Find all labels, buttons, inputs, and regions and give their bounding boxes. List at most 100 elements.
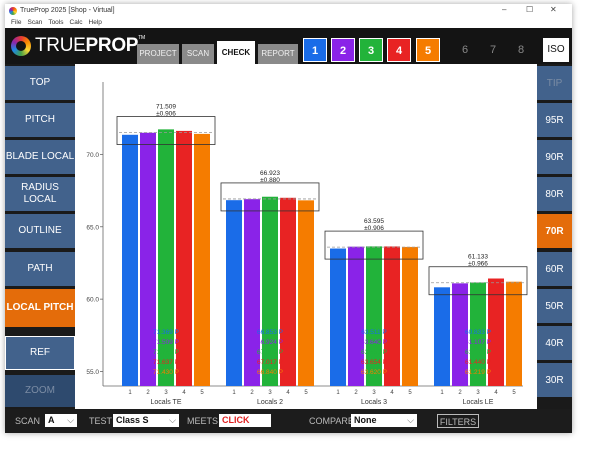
menu-file[interactable]: File bbox=[11, 19, 22, 26]
radius-60r-button[interactable]: 60R bbox=[537, 252, 572, 286]
bar-value-label: 71.430 P bbox=[153, 369, 179, 376]
radius-70r-button[interactable]: 70R bbox=[537, 214, 572, 248]
tolerance-box bbox=[324, 230, 424, 260]
radius-tip-button[interactable]: TIP bbox=[537, 66, 572, 100]
chart-bar bbox=[122, 134, 138, 386]
chart-bar bbox=[470, 282, 486, 386]
meets-field[interactable]: CLICK bbox=[219, 414, 271, 427]
tab-project[interactable]: PROJECT bbox=[137, 44, 179, 64]
bar-value-label: 63.659 P bbox=[361, 349, 387, 356]
sidebar-item-outline[interactable]: OUTLINE bbox=[5, 214, 75, 248]
iso-button[interactable]: ISO bbox=[543, 38, 569, 62]
blade-4-button[interactable]: 4 bbox=[387, 38, 411, 62]
chart-bar bbox=[140, 132, 156, 386]
blade-number-label: 4 bbox=[494, 390, 498, 396]
chart-bar bbox=[176, 130, 192, 386]
blade-6-button[interactable]: 6 bbox=[461, 44, 469, 56]
chevron-down-icon: ⌵ bbox=[67, 415, 74, 425]
group-tolerance-label: ±0.880 bbox=[260, 177, 280, 184]
radius-95r-button[interactable]: 95R bbox=[537, 103, 572, 137]
blade-number-label: 4 bbox=[182, 390, 186, 396]
sidebar-item-radius-local[interactable]: RADIUS LOCAL bbox=[5, 177, 75, 211]
radius-50r-button[interactable]: 50R bbox=[537, 289, 572, 323]
blade-8-button[interactable]: 8 bbox=[517, 44, 525, 56]
blade-5-button[interactable]: 5 bbox=[416, 38, 440, 62]
menu-tools[interactable]: Tools bbox=[48, 19, 64, 26]
compare-select-value: None bbox=[354, 415, 377, 425]
blade-1-button[interactable]: 1 bbox=[303, 38, 327, 62]
bar-value-label: 61.171 P bbox=[465, 349, 491, 356]
zoom-button[interactable]: ZOOM bbox=[5, 375, 75, 407]
ref-button[interactable]: REF bbox=[5, 336, 75, 370]
maximize-button[interactable]: ☐ bbox=[526, 5, 534, 14]
window-title: TrueProp 2025 [Shop - Virtual] bbox=[20, 7, 115, 14]
radius-80r-button[interactable]: 80R bbox=[537, 177, 572, 211]
test-label: TEST bbox=[89, 416, 113, 426]
bar-value-label: 61.440 P bbox=[465, 359, 491, 366]
title-bar: TrueProp 2025 [Shop - Virtual] – ☐ ✕ bbox=[5, 4, 572, 18]
blade-number-label: 3 bbox=[268, 390, 272, 396]
tolerance-box bbox=[220, 182, 320, 212]
filters-button[interactable]: FILTERS bbox=[437, 414, 479, 428]
app-icon bbox=[9, 7, 17, 15]
bar-value-label: 63.654 P bbox=[361, 359, 387, 366]
bar-value-label: 67.017 P bbox=[257, 359, 283, 366]
bar-value-label: 66.840 P bbox=[257, 369, 283, 376]
bottom-toolbar: SCAN A ⌵ TEST Class S ⌵ MEETS CLICK COMPAR… bbox=[5, 409, 572, 433]
blade-number-label: 3 bbox=[372, 390, 376, 396]
blade-number-label: 1 bbox=[128, 390, 132, 396]
chevron-down-icon: ⌵ bbox=[169, 415, 176, 425]
bar-value-label: 71.509 P bbox=[153, 339, 179, 346]
blade-number-label: 1 bbox=[336, 390, 340, 396]
y-tick-label: 60.0 bbox=[86, 297, 99, 304]
compare-select[interactable]: None ⌵ bbox=[351, 414, 417, 427]
group-tolerance-label: ±0.906 bbox=[156, 111, 176, 118]
tab-scan[interactable]: SCAN bbox=[182, 44, 214, 64]
app-logo: TRUEPROPTM bbox=[35, 35, 145, 57]
bar-value-label: 63.620 P bbox=[361, 369, 387, 376]
scan-select[interactable]: A ⌵ bbox=[45, 414, 77, 427]
logo-text-bold: PROP bbox=[85, 35, 139, 56]
chart-bar bbox=[348, 246, 364, 386]
sidebar-item-blade-local[interactable]: BLADE LOCAL bbox=[5, 140, 75, 174]
menu-help[interactable]: Help bbox=[88, 19, 102, 26]
blade-7-button[interactable]: 7 bbox=[489, 44, 497, 56]
left-sidebar: TOP PITCH BLADE LOCAL RADIUS LOCAL OUTLI… bbox=[5, 64, 75, 409]
blade-number-label: 1 bbox=[440, 390, 444, 396]
close-button[interactable]: ✕ bbox=[550, 5, 557, 14]
y-tick-label: 65.0 bbox=[86, 224, 99, 231]
bar-value-label: 61.219 P bbox=[465, 369, 491, 376]
sidebar-item-pitch[interactable]: PITCH bbox=[5, 103, 75, 137]
menu-calc[interactable]: Calc bbox=[69, 19, 83, 26]
blade-3-button[interactable]: 3 bbox=[359, 38, 383, 62]
sidebar-item-top[interactable]: TOP bbox=[5, 66, 75, 100]
sidebar-item-local-pitch[interactable]: LOCAL PITCH bbox=[5, 289, 75, 327]
y-tick-label: 70.0 bbox=[86, 152, 99, 159]
radius-30r-button[interactable]: 30R bbox=[537, 363, 572, 397]
menu-scan[interactable]: Scan bbox=[27, 19, 43, 26]
group-name-label: Locals 2 bbox=[257, 399, 283, 406]
right-sidebar: TIP 95R 90R 80R 70R 60R 50R 40R 30R bbox=[537, 64, 572, 409]
app-window: TrueProp 2025 [Shop - Virtual] – ☐ ✕ Fil… bbox=[5, 4, 572, 433]
blade-number-label: 3 bbox=[476, 390, 480, 396]
logo-text-light: TRUE bbox=[35, 35, 86, 56]
group-name-label: Locals 3 bbox=[361, 399, 387, 406]
chart-bar bbox=[488, 278, 504, 386]
radius-40r-button[interactable]: 40R bbox=[537, 326, 572, 360]
tab-report[interactable]: REPORT bbox=[258, 44, 298, 64]
blade-number-label: 2 bbox=[250, 390, 254, 396]
blade-number-label: 3 bbox=[164, 390, 168, 396]
menu-bar: File Scan Tools Calc Help bbox=[5, 18, 572, 28]
test-select[interactable]: Class S ⌵ bbox=[113, 414, 179, 427]
tab-check[interactable]: CHECK bbox=[217, 41, 255, 64]
compare-label: COMPARE bbox=[309, 416, 354, 426]
bar-value-label: 66.924 P bbox=[257, 339, 283, 346]
chart-bar bbox=[262, 196, 278, 386]
sidebar-item-path[interactable]: PATH bbox=[5, 252, 75, 286]
minimize-button[interactable]: – bbox=[502, 5, 507, 14]
group-tolerance-label: ±0.966 bbox=[468, 261, 488, 268]
blade-2-button[interactable]: 2 bbox=[331, 38, 355, 62]
meets-label: MEETS bbox=[187, 416, 219, 426]
radius-90r-button[interactable]: 90R bbox=[537, 140, 572, 174]
